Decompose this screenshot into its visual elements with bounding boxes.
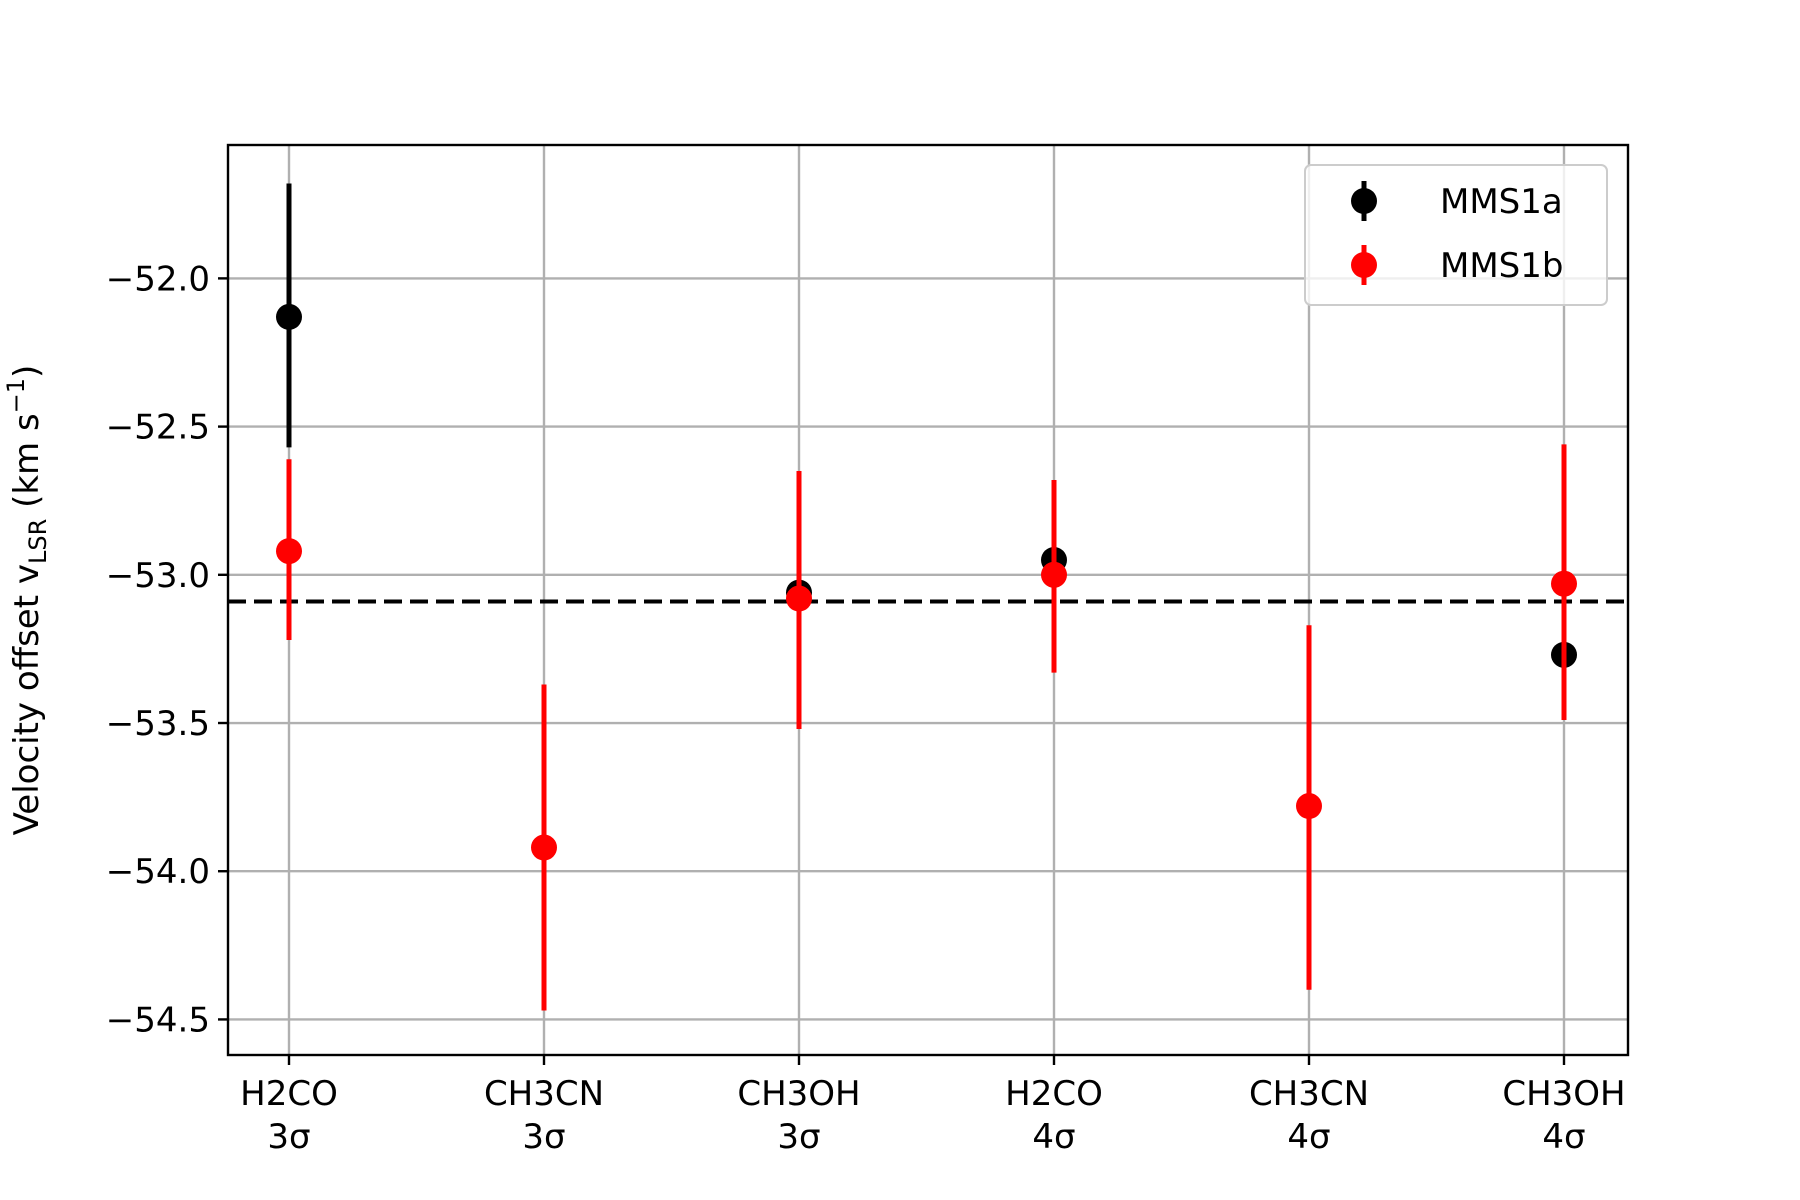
legend: MMS1a MMS1b: [1304, 164, 1608, 306]
x-tick-label: 4σ: [1287, 1117, 1330, 1157]
y-axis-title-main: Velocity offset v: [7, 564, 47, 835]
x-tick-label: 4σ: [1542, 1117, 1585, 1157]
x-tick-label: CH3OH: [1502, 1074, 1625, 1114]
data-point: [276, 303, 302, 330]
y-tick-label: −53.5: [106, 704, 210, 744]
series-mms1b: [276, 444, 1577, 1011]
y-tick-label: −52.5: [106, 408, 210, 448]
y-axis-title-superscript: −1: [2, 378, 30, 413]
legend-box: [1304, 164, 1608, 306]
data-point: [276, 538, 302, 565]
x-tick-label: H2CO: [1005, 1074, 1103, 1114]
data-point: [1296, 793, 1322, 820]
legend-label: MMS1a: [1440, 182, 1563, 222]
y-axis-title: Velocity offset vLSR (km s−1): [2, 365, 52, 836]
data-point: [1551, 570, 1577, 597]
y-tick-label: −54.0: [106, 852, 210, 892]
x-tick-label: 3σ: [522, 1117, 565, 1157]
y-axis-title-subscript: LSR: [24, 519, 52, 564]
data-point: [786, 585, 812, 612]
x-tick-label: 4σ: [1032, 1117, 1075, 1157]
x-tick-label: CH3OH: [737, 1074, 860, 1114]
x-tick-label: H2CO: [240, 1074, 338, 1114]
plot-frame: [226, 143, 1630, 1057]
x-tick-label: 3σ: [777, 1117, 820, 1157]
y-axis-title-unit-close: ): [7, 365, 47, 378]
legend-marker: [1351, 252, 1377, 278]
y-tick-label: −53.0: [106, 556, 210, 596]
legend-label: MMS1b: [1440, 246, 1563, 286]
y-axis-title-unit-open: (km s: [7, 413, 47, 518]
x-tick-label: CH3CN: [1249, 1074, 1369, 1114]
y-tick-label: −52.0: [106, 259, 210, 299]
x-tick-label: 3σ: [267, 1117, 310, 1157]
x-tick-label: CH3CN: [484, 1074, 604, 1114]
legend-marker: [1351, 188, 1377, 214]
y-tick-label: −54.5: [106, 1000, 210, 1040]
data-point: [531, 834, 557, 861]
series-layer: [276, 183, 1577, 1011]
data-point: [1041, 561, 1067, 588]
y-axis-ticks: −52.0 −52.5 −53.0 −53.5 −54.0 −54.5: [106, 259, 228, 1040]
